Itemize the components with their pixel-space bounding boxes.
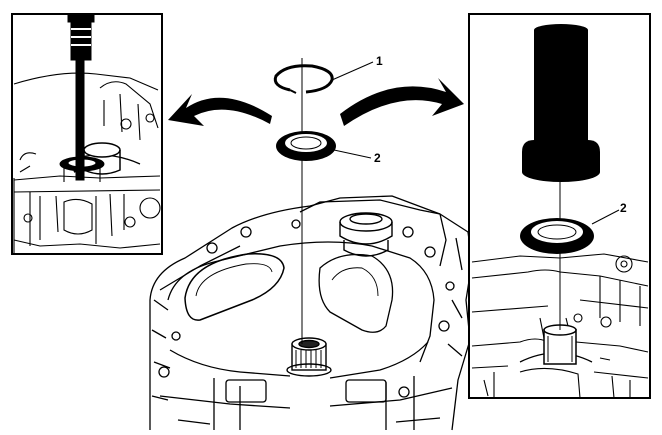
retaining-ring (273, 64, 334, 94)
inset-seal-removal (11, 13, 163, 255)
left-arrow-icon (168, 94, 272, 126)
right-arrow-icon (340, 78, 464, 126)
callout-retaining-ring: 1 (376, 54, 383, 68)
seal-leader (333, 149, 372, 159)
seal-remover-tool (67, 13, 95, 181)
callout-seal-inset: 2 (620, 201, 627, 215)
retaining-ring-leader (331, 61, 374, 81)
case-seal-bore (286, 337, 332, 377)
seal (276, 131, 336, 161)
seal-inset (520, 218, 594, 254)
callout-seal: 2 (374, 151, 381, 165)
seal-installer-tool (522, 24, 600, 182)
case-bearing-boss (339, 212, 393, 257)
inset-seal-installation: 2 (468, 13, 651, 399)
transmission-case (149, 195, 473, 431)
seal-inset-leader (591, 209, 620, 225)
